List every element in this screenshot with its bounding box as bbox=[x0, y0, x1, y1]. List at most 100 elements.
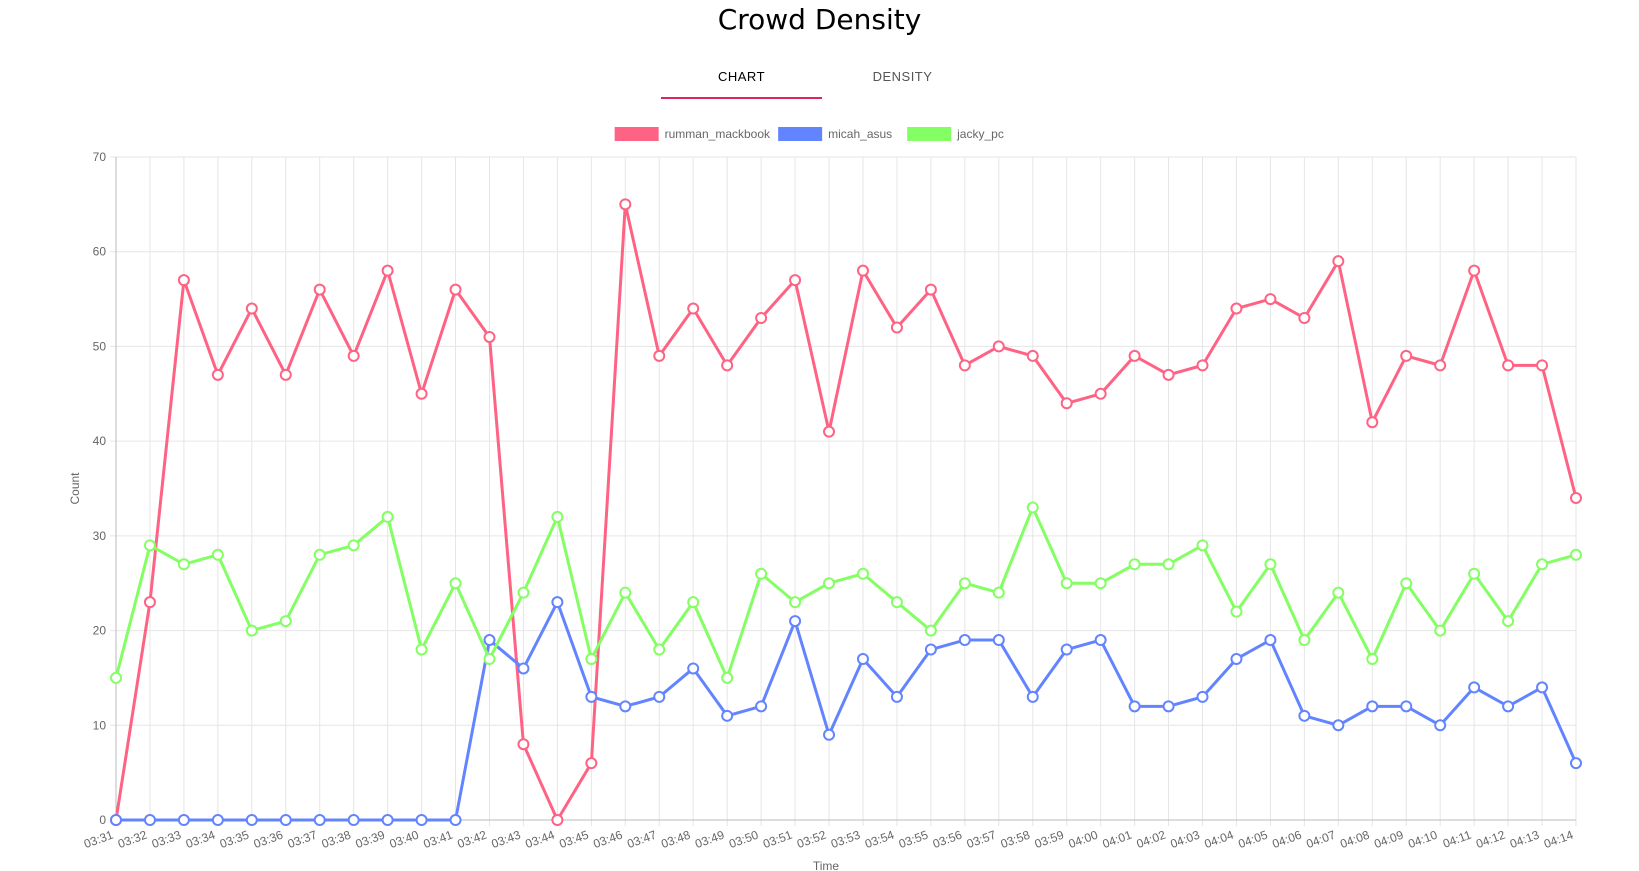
x-tick-label: 04:05 bbox=[1236, 828, 1269, 852]
x-tick-label: 04:08 bbox=[1338, 828, 1371, 852]
x-tick-label: 04:02 bbox=[1135, 828, 1168, 852]
data-point bbox=[1502, 359, 1515, 372]
x-axis-title: Time bbox=[813, 859, 840, 871]
x-tick-label: 03:58 bbox=[999, 828, 1032, 852]
data-point bbox=[890, 596, 903, 609]
series-line bbox=[114, 505, 1577, 680]
x-tick-label: 03:48 bbox=[659, 828, 692, 852]
data-point bbox=[585, 690, 598, 703]
y-tick-label: 0 bbox=[99, 813, 106, 827]
data-point bbox=[449, 283, 462, 296]
data-point bbox=[1026, 690, 1039, 703]
data-point bbox=[1196, 359, 1209, 372]
x-tick-label: 04:14 bbox=[1542, 828, 1575, 852]
x-tick-label: 03:31 bbox=[82, 828, 115, 852]
data-point bbox=[755, 700, 768, 713]
y-axis-title: Count bbox=[68, 472, 82, 505]
data-point bbox=[1298, 634, 1311, 647]
data-point bbox=[856, 652, 869, 665]
x-tick-label: 03:34 bbox=[184, 828, 217, 852]
data-point bbox=[110, 814, 122, 826]
data-point bbox=[279, 814, 292, 826]
y-tick-label: 10 bbox=[93, 718, 107, 732]
tab-chart[interactable]: CHART bbox=[661, 56, 822, 99]
data-point bbox=[1434, 624, 1447, 637]
x-tick-label: 03:55 bbox=[897, 828, 930, 852]
legend-label: rumman_mackbook bbox=[665, 127, 771, 141]
data-point bbox=[721, 359, 734, 372]
data-point bbox=[619, 586, 632, 599]
x-tick-label: 03:41 bbox=[422, 828, 455, 852]
data-point bbox=[1026, 349, 1039, 362]
data-point bbox=[517, 662, 530, 675]
data-point bbox=[823, 577, 836, 590]
data-point bbox=[177, 274, 190, 287]
data-point bbox=[1468, 681, 1481, 694]
data-point bbox=[1468, 567, 1481, 580]
data-point bbox=[551, 510, 564, 523]
data-point bbox=[1026, 501, 1039, 514]
data-point bbox=[958, 359, 971, 372]
x-tick-label: 04:06 bbox=[1270, 828, 1303, 852]
data-point bbox=[1298, 709, 1311, 722]
data-point bbox=[1196, 690, 1209, 703]
data-point bbox=[211, 814, 224, 826]
data-point bbox=[143, 814, 156, 826]
data-point bbox=[449, 814, 462, 826]
data-point bbox=[1400, 700, 1413, 713]
data-point bbox=[313, 283, 326, 296]
data-point bbox=[1332, 586, 1345, 599]
data-point bbox=[1570, 548, 1582, 561]
data-point bbox=[1162, 558, 1175, 571]
data-point bbox=[211, 368, 224, 381]
x-tick-label: 03:44 bbox=[523, 828, 556, 852]
data-point bbox=[415, 643, 428, 656]
data-point bbox=[958, 577, 971, 590]
data-point bbox=[245, 302, 258, 315]
x-tick-label: 03:36 bbox=[252, 828, 285, 852]
data-point bbox=[279, 615, 292, 628]
data-point bbox=[517, 738, 530, 751]
tab-bar: CHART DENSITY bbox=[661, 56, 983, 99]
x-tick-label: 03:35 bbox=[218, 828, 251, 852]
x-tick-label: 03:49 bbox=[693, 828, 726, 852]
x-tick-label: 03:38 bbox=[320, 828, 353, 852]
series-line bbox=[114, 202, 1578, 822]
legend-swatch bbox=[614, 127, 659, 141]
y-tick-label: 20 bbox=[93, 624, 107, 638]
data-point bbox=[143, 596, 156, 609]
data-point bbox=[347, 349, 360, 362]
data-point bbox=[483, 634, 496, 647]
data-point bbox=[924, 283, 937, 296]
data-point bbox=[1434, 359, 1447, 372]
data-point bbox=[177, 814, 190, 826]
data-point bbox=[1332, 719, 1345, 732]
x-tick-label: 04:07 bbox=[1304, 828, 1337, 852]
data-point bbox=[1230, 302, 1243, 315]
data-point bbox=[1536, 681, 1549, 694]
x-tick-label: 03:50 bbox=[727, 828, 760, 852]
data-point bbox=[687, 596, 700, 609]
data-point bbox=[415, 387, 428, 400]
x-tick-label: 03:59 bbox=[1033, 828, 1066, 852]
x-tick-label: 03:54 bbox=[863, 828, 896, 852]
data-point bbox=[313, 814, 326, 826]
x-tick-label: 04:03 bbox=[1169, 828, 1202, 852]
data-point bbox=[551, 814, 564, 826]
data-point bbox=[1128, 349, 1141, 362]
data-point bbox=[1162, 368, 1175, 381]
data-point bbox=[347, 539, 360, 552]
data-point bbox=[110, 671, 122, 684]
series-line bbox=[116, 600, 1578, 822]
data-point bbox=[1060, 397, 1073, 410]
data-point bbox=[992, 586, 1005, 599]
data-point bbox=[483, 652, 496, 665]
data-point bbox=[1468, 264, 1481, 277]
y-tick-label: 50 bbox=[93, 339, 107, 353]
data-point bbox=[585, 652, 598, 665]
data-point bbox=[1060, 577, 1073, 590]
y-tick-label: 70 bbox=[93, 150, 107, 164]
data-point bbox=[1400, 349, 1413, 362]
line-chart: 0 10 20 30 40 50 60 70 03:31 03:32 03:33 03:34 03:35… bbox=[68, 127, 1582, 871]
tab-density[interactable]: DENSITY bbox=[872, 68, 933, 84]
